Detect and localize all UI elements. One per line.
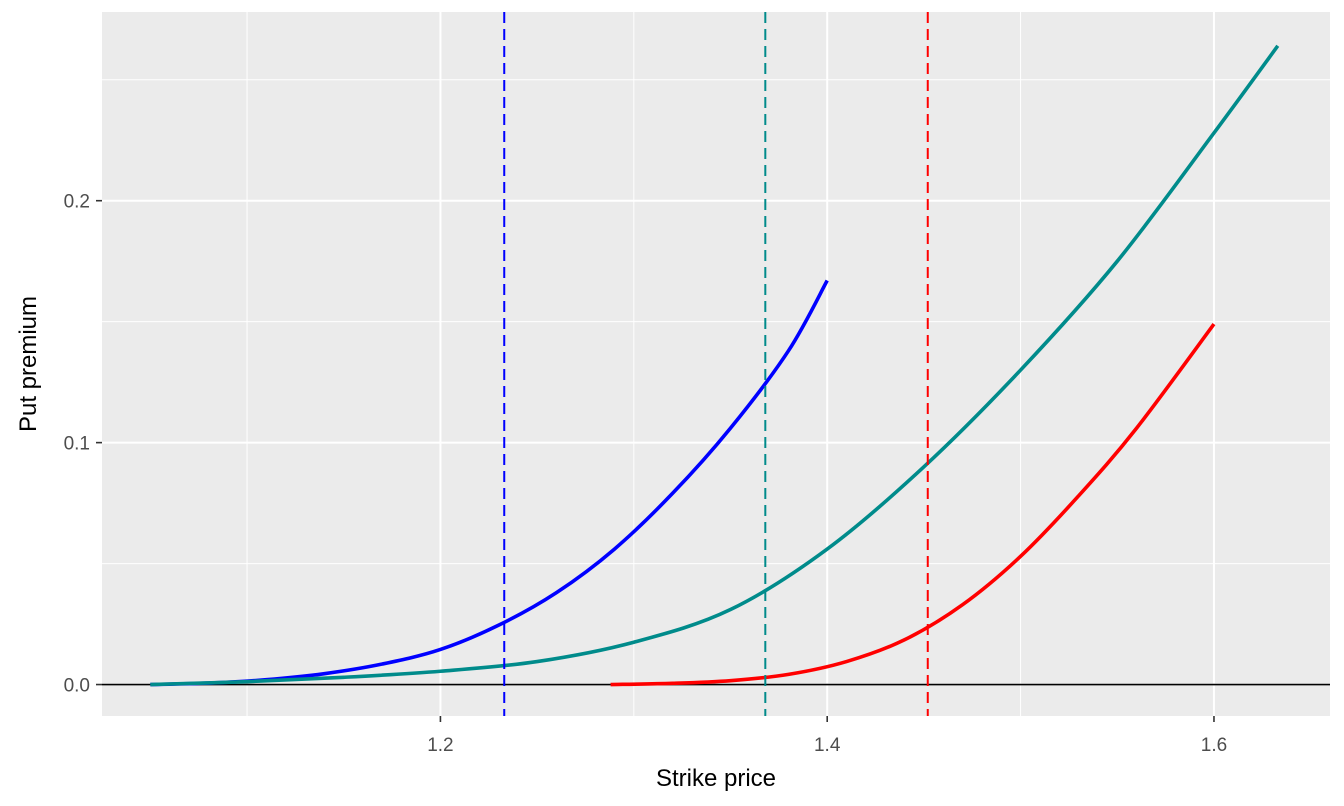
y-tick-label: 0.0 — [64, 676, 90, 697]
x-tick-label: 1.4 — [814, 735, 841, 756]
panel-background — [102, 12, 1330, 716]
x-tick-label: 1.6 — [1201, 735, 1227, 756]
reference-lines-layer — [503, 12, 929, 716]
y-tick-label: 0.2 — [64, 192, 90, 213]
x-axis-title: Strike price — [656, 765, 776, 792]
grid-minor — [102, 12, 1330, 716]
y-axis-title: Put premium — [15, 296, 42, 432]
y-tick-label: 0.1 — [64, 434, 90, 455]
axes: 1.2 1.4 1.6 0.0 0.1 0.2 — [64, 192, 1228, 756]
x-tick-label: 1.2 — [427, 735, 453, 756]
series-line-3 — [610, 323, 1216, 687]
series-layer — [150, 44, 1280, 687]
series-line-2 — [150, 44, 1280, 687]
